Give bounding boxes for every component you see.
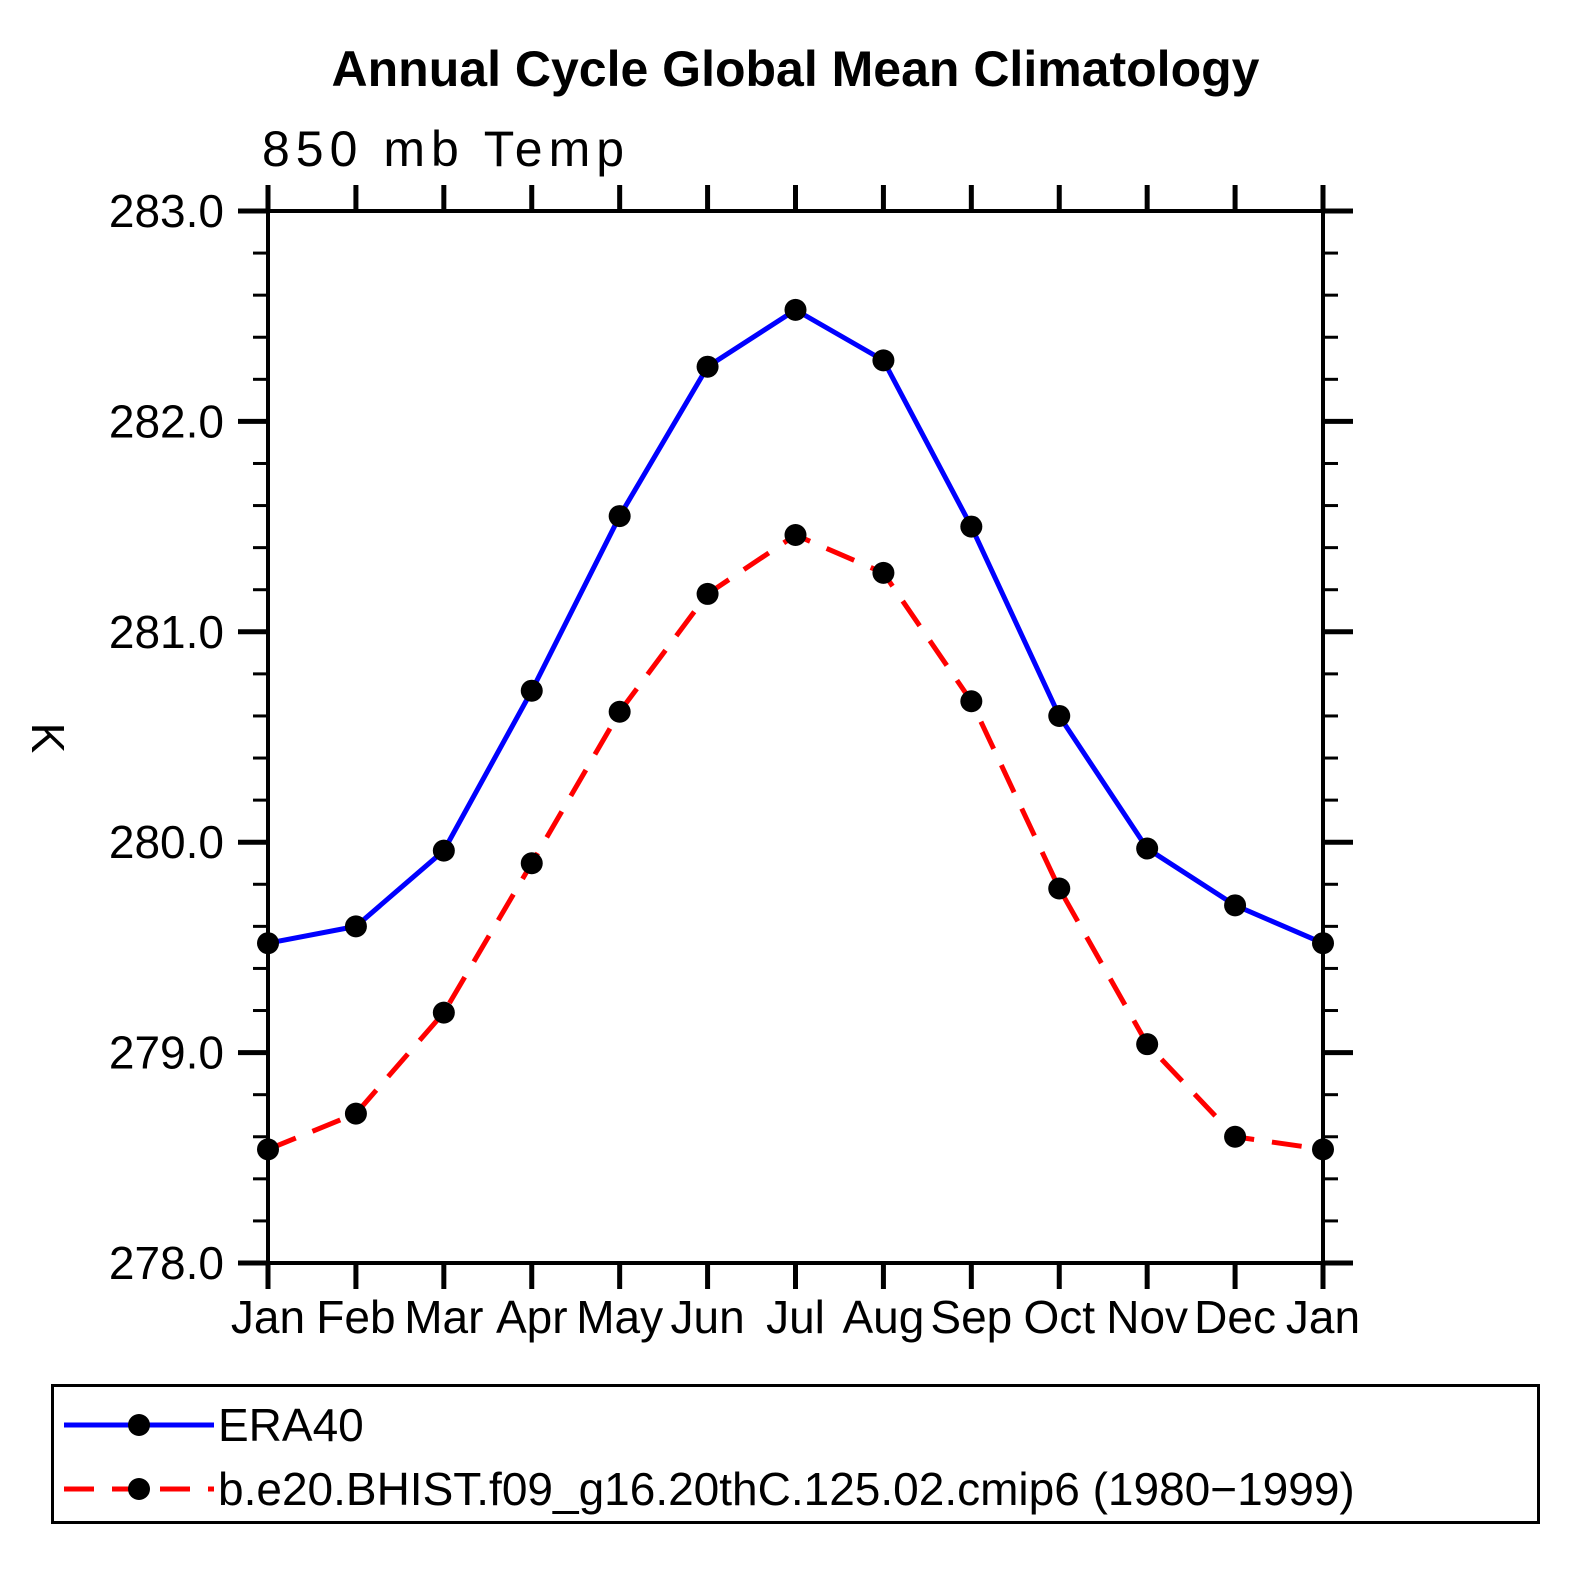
- data-point-marker: [1224, 894, 1247, 917]
- data-point-marker: [432, 839, 455, 862]
- legend-sample-marker: [128, 1414, 150, 1436]
- y-axis-tick-label: 280.0: [109, 816, 224, 868]
- data-point-marker: [872, 561, 895, 584]
- x-axis-tick-label: Oct: [1023, 1291, 1095, 1343]
- data-point-marker: [784, 524, 807, 547]
- legend-item-model: b.e20.BHIST.f09_g16.20thC.125.02.cmip6 (…: [60, 1461, 1355, 1517]
- x-axis-tick-label: Dec: [1194, 1291, 1276, 1343]
- legend-label-era40: ERA40: [218, 1399, 364, 1451]
- data-point-marker: [520, 852, 543, 875]
- x-axis-tick-label: Nov: [1106, 1291, 1188, 1343]
- data-point-marker: [1224, 1125, 1247, 1148]
- x-axis-tick-label: Feb: [316, 1291, 395, 1343]
- x-axis-tick-label: Jan: [1286, 1291, 1360, 1343]
- data-point-marker: [608, 700, 631, 723]
- legend-item-era40: ERA40: [60, 1397, 364, 1453]
- data-point-marker: [960, 515, 983, 538]
- legend-sample-marker: [128, 1478, 150, 1500]
- chart-subtitle: 850 mb Temp: [262, 121, 631, 177]
- x-axis-tick-label: Sep: [930, 1291, 1012, 1343]
- x-axis-tick-label: Aug: [842, 1291, 924, 1343]
- y-axis-tick-label: 283.0: [109, 185, 224, 237]
- data-point-marker: [1048, 704, 1071, 727]
- x-axis-tick-label: Jun: [670, 1291, 744, 1343]
- data-point-marker: [257, 1138, 279, 1161]
- data-point-marker: [520, 679, 543, 702]
- data-point-marker: [696, 582, 719, 605]
- y-axis-tick-label: 278.0: [109, 1237, 224, 1289]
- chart-title: Annual Cycle Global Mean Climatology: [331, 41, 1260, 97]
- y-axis-tick-label: 281.0: [109, 606, 224, 658]
- data-point-marker: [432, 1001, 455, 1024]
- legend: ERA40 b.e20.BHIST.f09_g16.20thC.125.02.c…: [51, 1384, 1540, 1524]
- data-point-marker: [344, 915, 367, 938]
- data-point-marker: [1312, 1138, 1334, 1161]
- data-point-marker: [1136, 1033, 1159, 1056]
- series-line-0: [267, 306, 1324, 946]
- x-axis-tick-label: May: [576, 1291, 663, 1343]
- legend-dashed-line-icon: [64, 1478, 214, 1500]
- x-axis-tick-label: Jan: [231, 1291, 305, 1343]
- x-axis-tick-label: Jul: [766, 1291, 825, 1343]
- data-point-marker: [608, 505, 631, 528]
- x-axis-tick-label: Mar: [404, 1291, 483, 1343]
- data-point-marker: [1136, 837, 1159, 860]
- x-axis-tick-label: Apr: [496, 1291, 568, 1343]
- data-point-marker: [960, 690, 983, 713]
- plot-frame: [266, 209, 1325, 1265]
- y-axis-tick-label: 279.0: [109, 1027, 224, 1079]
- data-point-marker: [1048, 877, 1071, 900]
- data-point-marker: [696, 355, 719, 378]
- legend-solid-line-icon: [64, 1414, 214, 1436]
- data-point-marker: [257, 932, 279, 955]
- y-axis-tick-label: 282.0: [109, 395, 224, 447]
- data-point-marker: [872, 349, 895, 372]
- series-line-1: [267, 532, 1324, 1152]
- data-point-marker: [344, 1102, 367, 1125]
- data-point-marker: [1312, 932, 1334, 955]
- legend-label-model: b.e20.BHIST.f09_g16.20thC.125.02.cmip6 (…: [218, 1463, 1355, 1515]
- data-point-marker: [784, 298, 807, 321]
